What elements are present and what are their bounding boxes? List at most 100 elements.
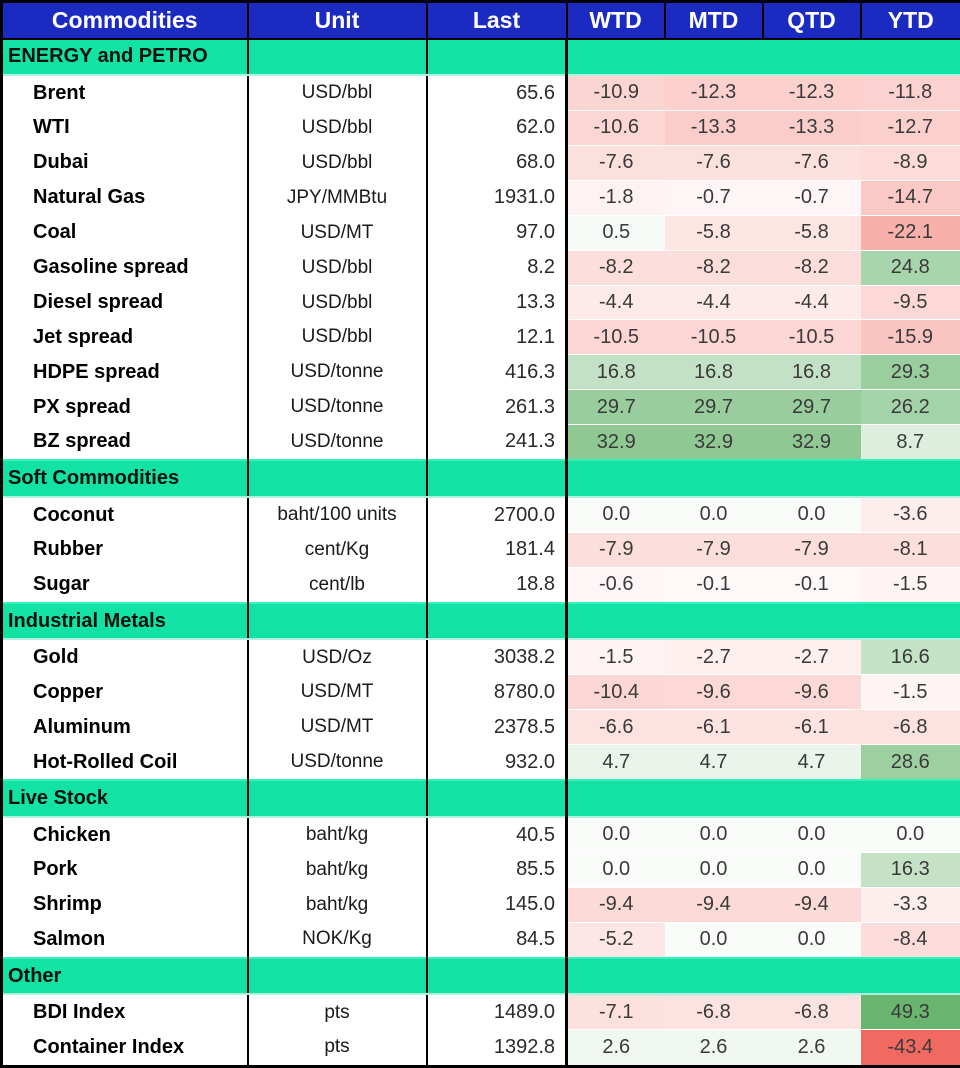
mtd-change-cell: 2.6 xyxy=(664,1029,763,1067)
last-value-cell: 3038.2 xyxy=(426,639,568,675)
section-label: Industrial Metals xyxy=(1,601,249,641)
wtd-change-cell: 16.8 xyxy=(566,354,665,390)
section-row-live-stock: Live Stock xyxy=(1,779,960,818)
qtd-change-cell: 32.9 xyxy=(762,424,861,461)
commodity-name: Jet spread xyxy=(1,319,249,355)
commodity-row-salmon: Salmon NOK/Kg 84.5 -5.2 0.0 0.0 -8.4 xyxy=(1,921,960,958)
wtd-change-cell: -0.6 xyxy=(566,566,665,603)
section-last-spacer xyxy=(426,459,568,498)
mtd-change-cell: -10.5 xyxy=(664,319,763,355)
wtd-change-cell: 29.7 xyxy=(566,389,665,425)
ytd-change-cell: 16.3 xyxy=(860,851,960,888)
section-unit-spacer xyxy=(247,779,428,818)
commodity-name: Copper xyxy=(1,674,249,710)
wtd-change-cell: -9.4 xyxy=(566,886,665,923)
ytd-change-cell: 0.0 xyxy=(860,816,960,853)
ytd-change-cell: 16.6 xyxy=(860,638,960,675)
last-value-cell: 416.3 xyxy=(426,354,568,390)
last-value-cell: 1489.0 xyxy=(426,994,568,1030)
ytd-change-cell: -8.1 xyxy=(860,531,960,568)
unit-cell: USD/MT xyxy=(247,215,428,251)
commodity-row-natural-gas: Natural Gas JPY/MMBtu 1931.0 -1.8 -0.7 -0.7 -1… xyxy=(1,179,960,216)
qtd-change-cell: 0.0 xyxy=(762,851,861,888)
commodity-row-coconut: Coconut baht/100 units 2700.0 0.0 0.0 0.0 -3.6 xyxy=(1,496,960,533)
section-label: Soft Commodities xyxy=(1,459,249,498)
ytd-change-cell: 8.7 xyxy=(860,424,960,461)
unit-cell: JPY/MMBtu xyxy=(247,180,428,216)
ytd-change-cell: 26.2 xyxy=(860,389,960,425)
last-value-cell: 261.3 xyxy=(426,389,568,425)
qtd-change-cell: -9.4 xyxy=(762,886,861,923)
ytd-change-cell: 49.3 xyxy=(860,993,960,1030)
wtd-change-cell: 0.0 xyxy=(566,816,665,853)
section-change-spacer xyxy=(566,779,960,818)
ytd-change-cell: -3.6 xyxy=(860,496,960,533)
qtd-change-cell: 4.7 xyxy=(762,744,861,781)
commodity-row-brent: Brent USD/bbl 65.6 -10.9 -12.3 -12.3 -11.8 xyxy=(1,74,960,111)
last-value-cell: 13.3 xyxy=(426,285,568,320)
qtd-change-cell: -4.4 xyxy=(762,284,861,320)
wtd-change-cell: -10.4 xyxy=(566,674,665,710)
ytd-change-cell: -8.4 xyxy=(860,921,960,958)
commodity-name: Coconut xyxy=(1,496,249,533)
col-header-commodities: Commodities xyxy=(0,0,249,40)
commodity-row-copper: Copper USD/MT 8780.0 -10.4 -9.6 -9.6 -1.5 xyxy=(1,674,960,710)
commodity-name: Chicken xyxy=(1,816,249,853)
commodity-name: Pork xyxy=(1,852,249,888)
unit-cell: baht/kg xyxy=(247,852,428,888)
commodity-name: Brent xyxy=(1,74,249,111)
ytd-change-cell: -1.5 xyxy=(860,566,960,603)
commodity-row-hot-rolled-coil: Hot-Rolled Coil USD/tonne 932.0 4.7 4.7 4.7 28… xyxy=(1,744,960,781)
commodity-name: Salmon xyxy=(1,922,249,958)
mtd-change-cell: -9.4 xyxy=(664,886,763,923)
ytd-change-cell: -3.3 xyxy=(860,886,960,923)
ytd-change-cell: -12.7 xyxy=(860,110,960,146)
commodity-name: Aluminum xyxy=(1,709,249,745)
last-value-cell: 85.5 xyxy=(426,852,568,888)
wtd-change-cell: -10.5 xyxy=(566,319,665,355)
mtd-change-cell: 32.9 xyxy=(664,424,763,461)
qtd-change-cell: -10.5 xyxy=(762,319,861,355)
unit-cell: USD/bbl xyxy=(247,285,428,320)
col-header-ytd: YTD xyxy=(859,0,960,40)
last-value-cell: 241.3 xyxy=(426,424,568,461)
commodity-name: Gold xyxy=(1,639,249,675)
mtd-change-cell: -8.2 xyxy=(664,249,763,286)
last-value-cell: 18.8 xyxy=(426,567,568,603)
section-change-spacer xyxy=(566,459,960,498)
unit-cell: baht/100 units xyxy=(247,496,428,533)
commodity-name: Shrimp xyxy=(1,887,249,923)
col-header-wtd: WTD xyxy=(565,0,666,40)
commodity-row-bz-spread: BZ spread USD/tonne 241.3 32.9 32.9 32.9 8.7 xyxy=(1,424,960,461)
commodity-row-bdi-index: BDI Index pts 1489.0 -7.1 -6.8 -6.8 49.3 xyxy=(1,993,960,1030)
ytd-change-cell: 28.6 xyxy=(860,744,960,781)
commodity-name: BDI Index xyxy=(1,994,249,1030)
mtd-change-cell: -6.1 xyxy=(664,709,763,745)
last-value-cell: 2700.0 xyxy=(426,496,568,533)
last-value-cell: 1931.0 xyxy=(426,180,568,216)
ytd-change-cell: -14.7 xyxy=(860,179,960,216)
mtd-change-cell: -13.3 xyxy=(664,110,763,146)
ytd-change-cell: -8.9 xyxy=(860,144,960,181)
unit-cell: USD/Oz xyxy=(247,639,428,675)
commodity-name: Natural Gas xyxy=(1,180,249,216)
mtd-change-cell: -2.7 xyxy=(664,638,763,675)
wtd-change-cell: -7.6 xyxy=(566,144,665,181)
last-value-cell: 12.1 xyxy=(426,319,568,355)
section-unit-spacer xyxy=(247,601,428,641)
commodity-row-pork: Pork baht/kg 85.5 0.0 0.0 0.0 16.3 xyxy=(1,851,960,888)
ytd-change-cell: -11.8 xyxy=(860,74,960,111)
ytd-change-cell: -43.4 xyxy=(860,1029,960,1067)
mtd-change-cell: -0.7 xyxy=(664,179,763,216)
commodity-name: Gasoline spread xyxy=(1,250,249,286)
qtd-change-cell: -7.9 xyxy=(762,531,861,568)
unit-cell: USD/tonne xyxy=(247,389,428,425)
wtd-change-cell: 4.7 xyxy=(566,744,665,781)
last-value-cell: 65.6 xyxy=(426,74,568,111)
mtd-change-cell: -6.8 xyxy=(664,993,763,1030)
unit-cell: USD/bbl xyxy=(247,110,428,146)
commodity-name: Coal xyxy=(1,215,249,251)
mtd-change-cell: 0.0 xyxy=(664,851,763,888)
